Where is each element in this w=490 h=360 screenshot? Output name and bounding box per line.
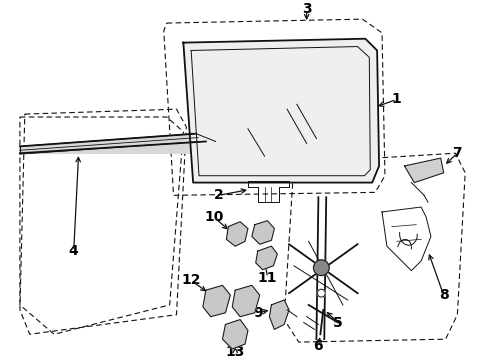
Text: 2: 2: [214, 188, 223, 202]
Polygon shape: [20, 134, 216, 153]
Polygon shape: [232, 285, 260, 317]
Polygon shape: [252, 221, 274, 244]
Polygon shape: [270, 300, 289, 329]
Text: 1: 1: [392, 93, 402, 107]
Polygon shape: [222, 320, 248, 349]
Circle shape: [318, 289, 325, 297]
Text: 4: 4: [69, 244, 78, 258]
Polygon shape: [405, 158, 443, 183]
Circle shape: [314, 260, 329, 275]
Text: 13: 13: [225, 345, 245, 359]
Text: 8: 8: [439, 288, 448, 302]
Polygon shape: [256, 246, 277, 270]
Text: 3: 3: [302, 3, 312, 16]
Text: 10: 10: [204, 210, 223, 224]
Text: 7: 7: [453, 146, 462, 160]
Text: 9: 9: [253, 306, 263, 320]
Text: 6: 6: [314, 339, 323, 353]
Polygon shape: [183, 39, 379, 183]
Text: 11: 11: [258, 270, 277, 284]
Text: 5: 5: [333, 315, 343, 329]
Polygon shape: [203, 285, 230, 317]
Polygon shape: [226, 222, 248, 246]
Text: 12: 12: [181, 274, 201, 287]
